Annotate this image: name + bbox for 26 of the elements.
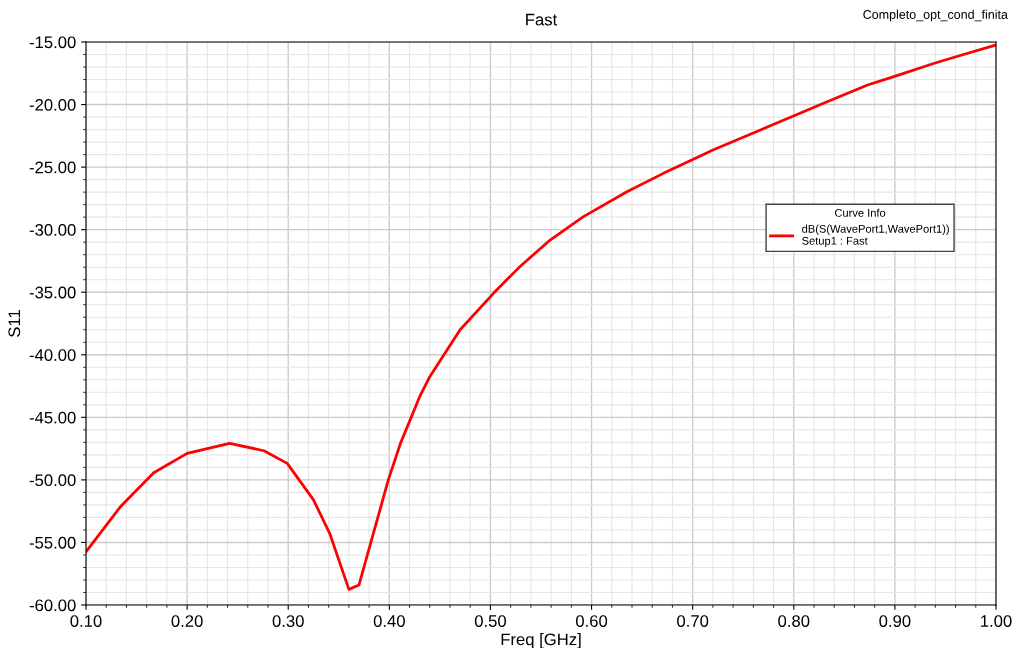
- y-tick-label: -30.00: [29, 224, 76, 236]
- text: Completo_opt_cond_finita: [863, 9, 1008, 22]
- chart-title: Fast: [526, 13, 558, 26]
- y-tick-label: -20.00: [29, 98, 76, 111]
- x-tick-label: 0.90: [879, 615, 911, 627]
- x-tick-label: 0.60: [575, 615, 608, 627]
- y-tick-label: -35.00: [29, 286, 76, 299]
- legend-label: dB(S(WavePort1,WavePort1)) Setup1 : Fast: [802, 224, 949, 247]
- y-tick-label: -55.00: [29, 536, 76, 549]
- x-tick-label: 0.40: [373, 615, 405, 627]
- y-tick-label: -40.00: [29, 349, 76, 361]
- x-tick-label: 1.00: [981, 615, 1012, 627]
- x-tick-label: 0.50: [474, 615, 507, 627]
- x-tick-label: 0.30: [272, 615, 304, 627]
- x-tick-label: 0.80: [778, 615, 810, 627]
- y-tick-label: -50.00: [29, 474, 76, 487]
- x-axis-title: Freq [GHz]: [501, 633, 581, 648]
- x-tick-label: 0.10: [70, 615, 102, 627]
- x-tick-label: 0.20: [171, 615, 203, 627]
- legend-title: Curve Info: [835, 208, 886, 217]
- y-tick-label: -15.00: [29, 36, 76, 49]
- y-axis-title: S11: [8, 310, 21, 337]
- y-tick-label: -25.00: [29, 161, 76, 174]
- y-tick-label: -60.00: [29, 599, 76, 612]
- x-tick-label: 0.70: [677, 615, 709, 627]
- y-tick-label: -45.00: [29, 411, 76, 424]
